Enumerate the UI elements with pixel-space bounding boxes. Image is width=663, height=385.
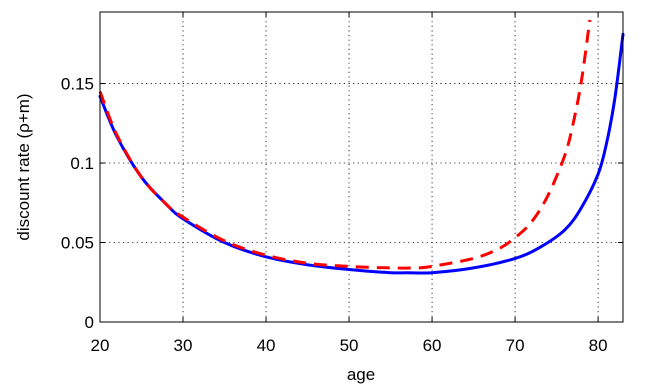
ticks (99, 12, 623, 323)
y-axis-label: discount rate (ρ+m) (14, 93, 33, 240)
x-tick-label: 50 (340, 336, 359, 355)
plot-background (100, 12, 623, 322)
y-tick-label: 0 (85, 313, 94, 332)
x-axis-label: age (347, 365, 375, 384)
x-tick-label: 30 (174, 336, 193, 355)
y-tick-label: 0.05 (61, 234, 94, 253)
x-tick-label: 60 (423, 336, 442, 355)
x-tick-label: 40 (257, 336, 276, 355)
series-line-dashed (98, 19, 592, 270)
tick-labels: 20 30 40 50 60 70 80 0 0.05 0.1 0.15 (61, 75, 608, 355)
series-line-solid (98, 32, 625, 275)
x-tick-label: 80 (589, 336, 608, 355)
series-layer (98, 19, 625, 275)
x-tick-label: 70 (506, 336, 525, 355)
plot-frame (99, 11, 624, 323)
y-tick-label: 0.15 (61, 75, 94, 94)
y-tick-label: 0.1 (70, 154, 94, 173)
x-tick-label: 20 (91, 336, 110, 355)
